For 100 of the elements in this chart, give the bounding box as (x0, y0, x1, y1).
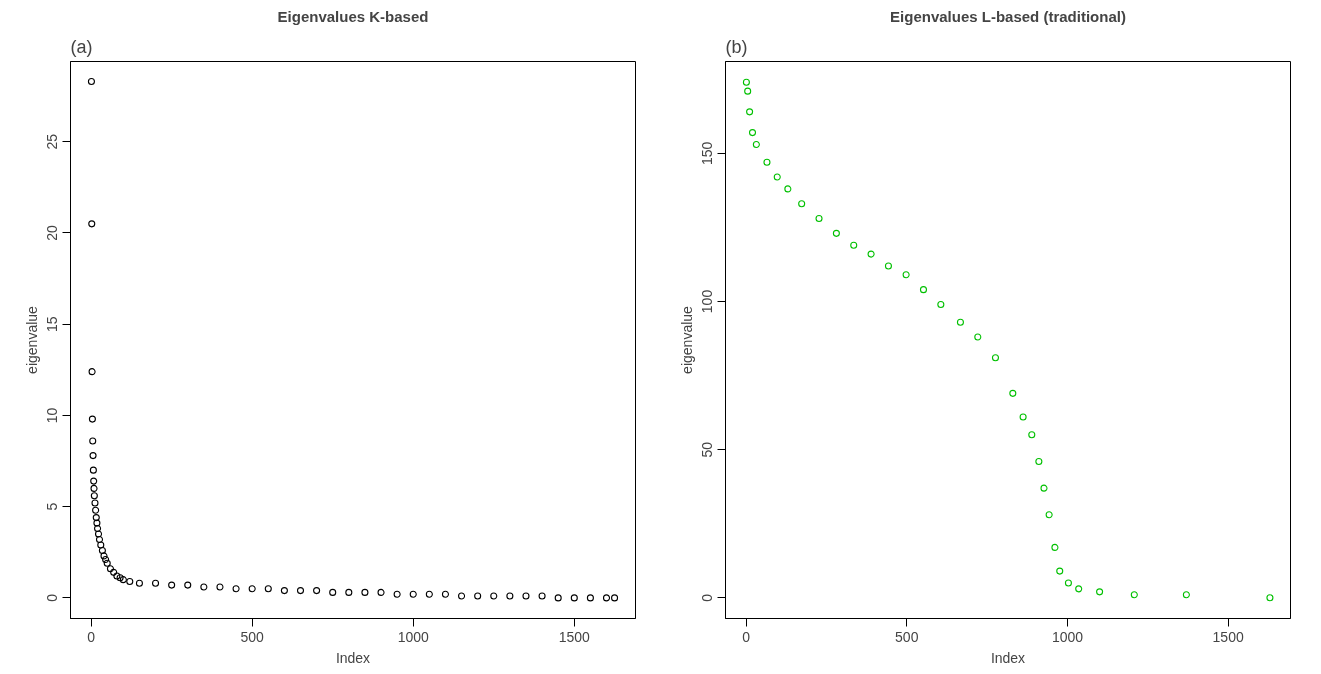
chart-title: Eigenvalues L-based (traditional) (890, 7, 1126, 25)
point (94, 525, 102, 533)
point (538, 592, 546, 600)
point (216, 583, 224, 591)
point (1056, 567, 1064, 575)
point (1019, 413, 1027, 421)
point (90, 477, 98, 485)
point (329, 588, 337, 596)
point (1064, 579, 1072, 587)
point (110, 568, 118, 576)
point (103, 559, 111, 567)
point (1096, 588, 1104, 596)
point (1075, 585, 1083, 593)
point (570, 594, 578, 602)
point (88, 415, 96, 423)
point (106, 565, 114, 573)
point (89, 452, 97, 460)
point (90, 484, 98, 492)
point (92, 514, 100, 522)
x-tick-label: 1000 (397, 628, 430, 645)
y-tick-label: 25 (44, 133, 61, 150)
point (90, 492, 98, 500)
point (248, 585, 256, 593)
point (611, 594, 619, 602)
point (752, 140, 760, 148)
point (87, 78, 95, 86)
chart-title: Eigenvalues K-based (277, 7, 429, 25)
point (902, 271, 910, 279)
point (116, 574, 124, 582)
x-axis-title: Index (335, 649, 371, 666)
point (100, 552, 108, 560)
point (1045, 511, 1053, 519)
point (974, 333, 982, 341)
y-tick-label: 150 (699, 141, 716, 166)
point (98, 546, 106, 554)
x-tick-label: 500 (240, 628, 265, 645)
y-tick-label: 20 (44, 225, 61, 241)
point (763, 158, 771, 166)
point (1040, 484, 1048, 492)
point (184, 581, 192, 589)
point (458, 592, 466, 600)
point (748, 129, 757, 137)
point (602, 594, 611, 602)
point (280, 587, 288, 595)
point (1130, 591, 1138, 599)
point (441, 590, 449, 598)
point (815, 214, 823, 223)
y-axis-title: eigenvalue (23, 305, 40, 374)
point (522, 592, 530, 600)
point (88, 368, 96, 376)
point (1182, 591, 1190, 599)
point (1009, 389, 1017, 397)
point (744, 87, 752, 95)
point (850, 241, 858, 249)
y-tick-label: 15 (44, 316, 61, 332)
point (1035, 457, 1043, 466)
point (956, 318, 964, 326)
y-tick-label: 100 (699, 289, 716, 314)
point (746, 108, 754, 116)
point (377, 588, 385, 596)
x-tick-label: 1000 (1051, 628, 1084, 645)
point (264, 585, 272, 593)
point (937, 300, 945, 308)
point (94, 530, 103, 538)
point (296, 587, 305, 595)
point (93, 519, 101, 527)
text: (b) (725, 36, 748, 57)
point (554, 594, 562, 602)
point (97, 541, 105, 549)
point (113, 572, 121, 580)
y-axis-title: eigenvalue (678, 305, 695, 374)
point (798, 200, 806, 208)
point (832, 229, 840, 237)
x-tick-label: 1500 (1212, 628, 1244, 645)
y-tick-label: 10 (44, 407, 61, 424)
point (1028, 431, 1036, 439)
point (490, 592, 498, 600)
x-tick-label: 0 (87, 628, 96, 645)
point (1266, 594, 1274, 602)
y-tick-label: 50 (699, 441, 716, 458)
point (425, 590, 433, 598)
point (742, 78, 750, 86)
point (409, 590, 417, 598)
point (200, 583, 208, 591)
point (991, 354, 1000, 362)
point (345, 588, 353, 596)
point (393, 590, 401, 598)
point (361, 588, 369, 596)
point (119, 576, 127, 584)
point (135, 579, 143, 587)
point (89, 437, 97, 445)
point (884, 262, 892, 270)
point (867, 250, 875, 258)
point (126, 577, 134, 586)
point (95, 535, 104, 544)
text: (a) (70, 36, 93, 57)
point (773, 173, 781, 181)
point (586, 594, 594, 602)
x-tick-label: 1500 (558, 628, 591, 645)
point (168, 581, 176, 589)
